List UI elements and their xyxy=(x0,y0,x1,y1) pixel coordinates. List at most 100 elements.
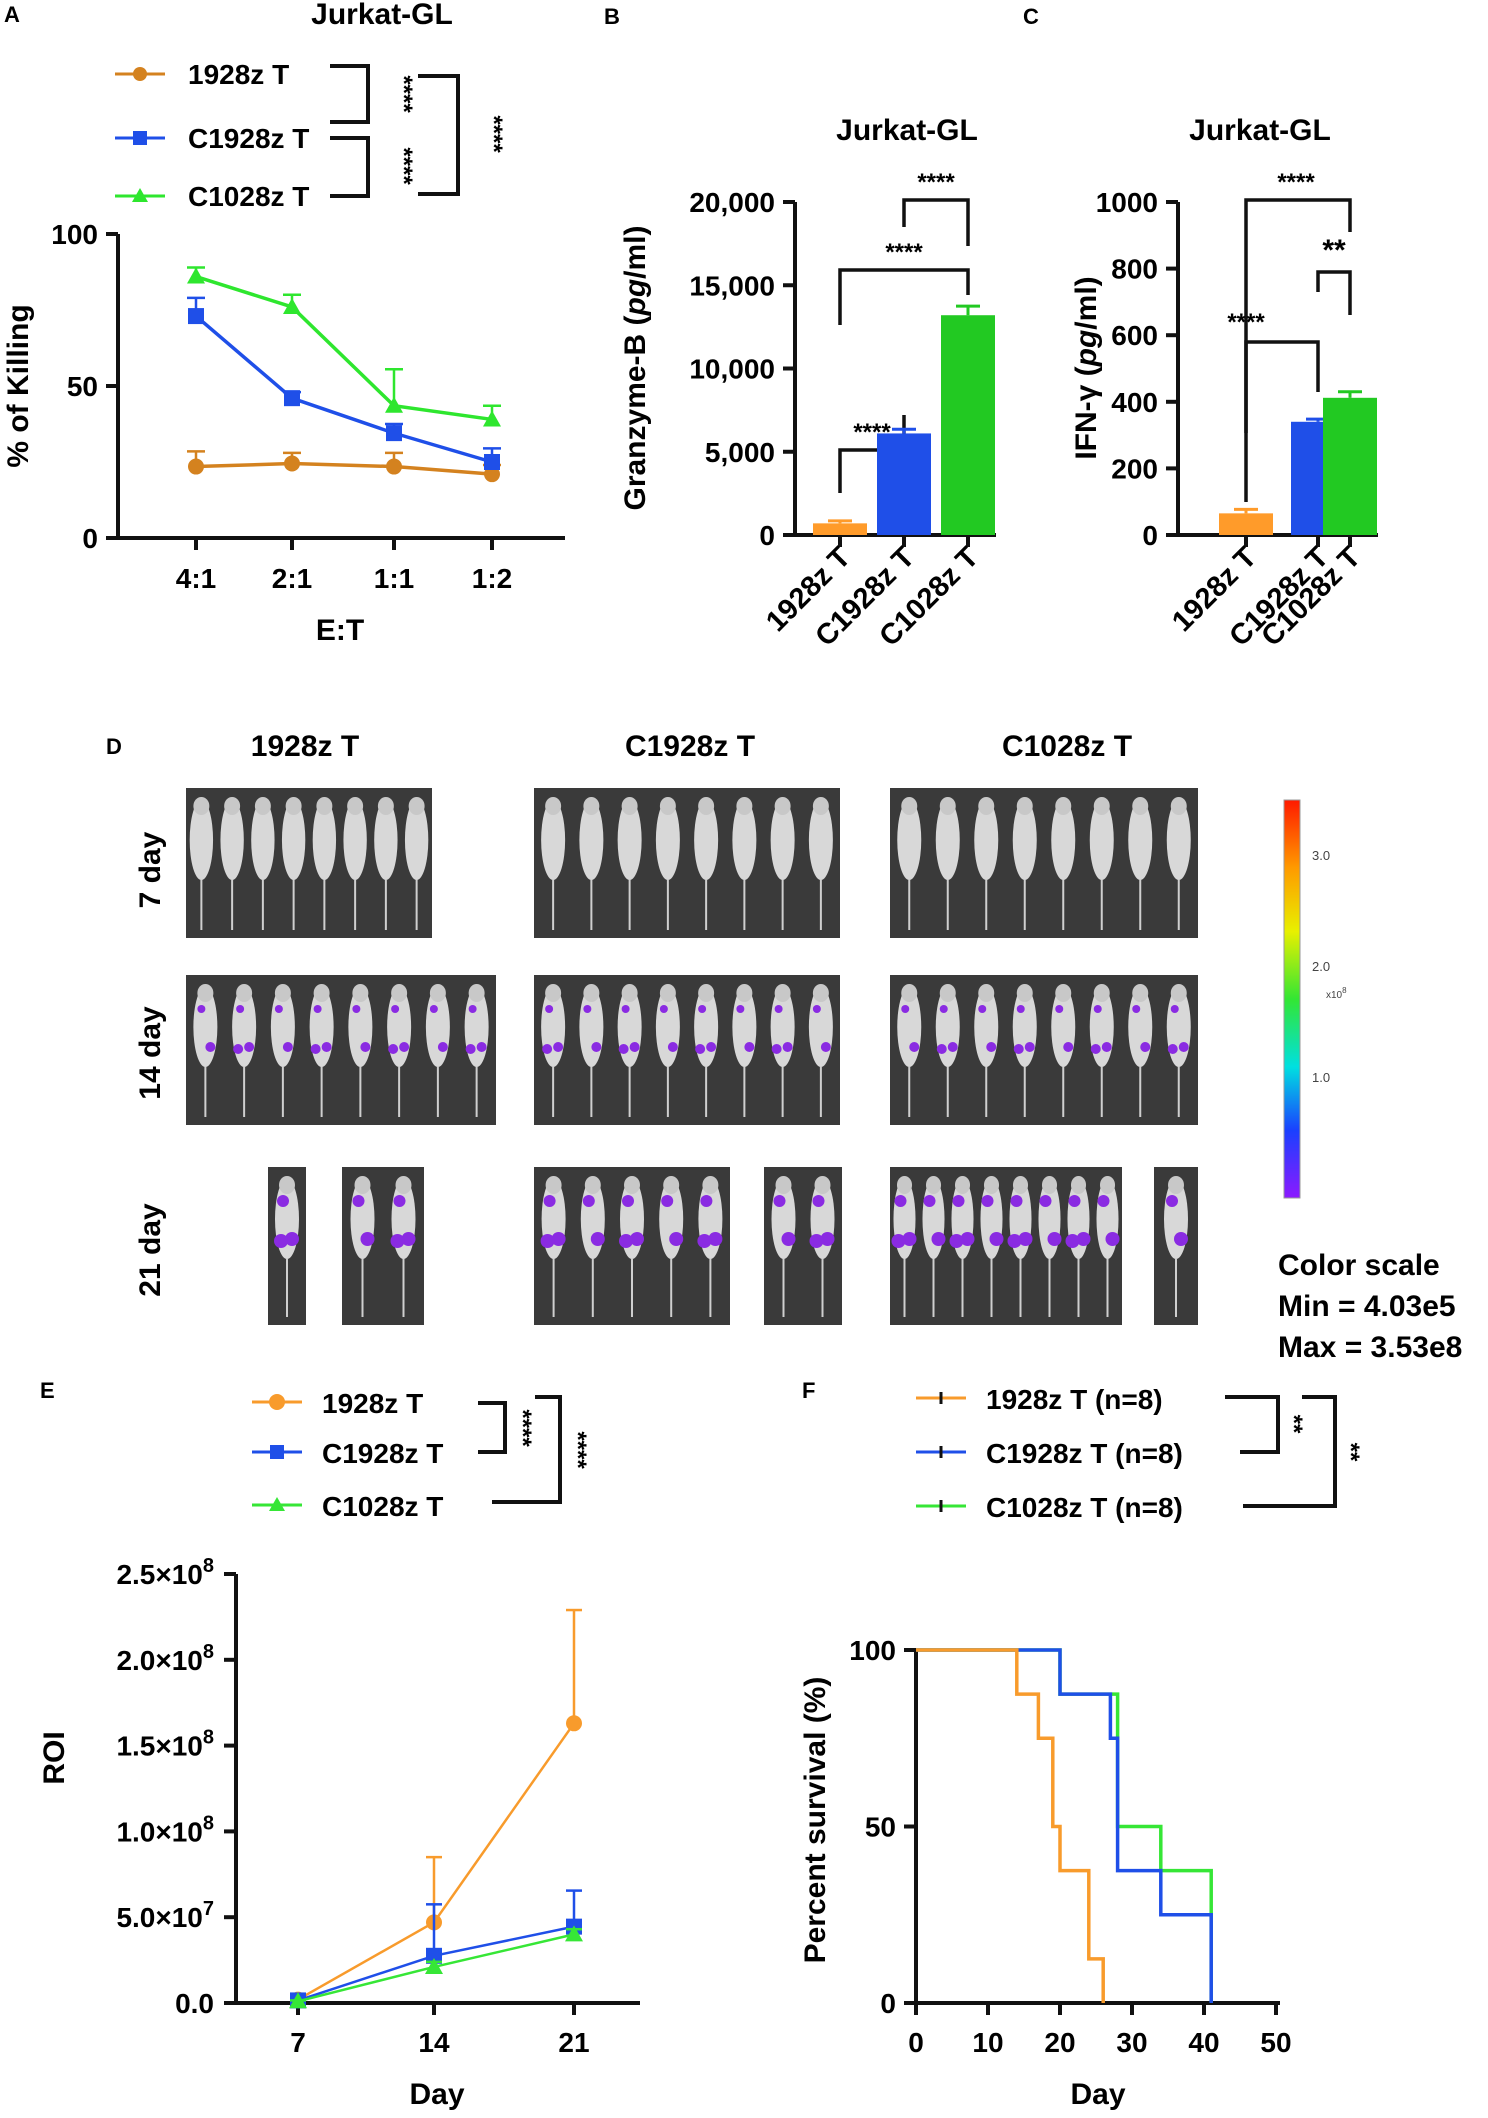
legend-label-f-c1028z: C1028z T (n=8) xyxy=(986,1492,1183,1523)
mouse-head xyxy=(978,797,995,815)
mouse-head xyxy=(313,984,330,1002)
day-label-7: 7 day xyxy=(134,831,167,908)
signal-spot xyxy=(244,1042,255,1052)
x-tick-label: 1:2 xyxy=(472,563,512,594)
mouse-head xyxy=(408,797,425,815)
signal-spot xyxy=(1178,1042,1189,1052)
mouse-head xyxy=(1132,797,1149,815)
signal-spot xyxy=(621,1005,630,1013)
data-point xyxy=(386,458,402,475)
y-tick-label: 800 xyxy=(1111,254,1158,285)
sig-e-2: **** xyxy=(564,1431,591,1469)
mouse-head xyxy=(896,1176,913,1194)
legend-label-1928z: 1928z T xyxy=(188,59,289,90)
panel-a-letter: A xyxy=(4,2,20,27)
panel-c-ylabel: IFN-γ (pg/ml) xyxy=(1070,276,1103,459)
signal-spot xyxy=(700,1195,713,1207)
legend-marker-e-c1928z xyxy=(270,1445,284,1459)
mouse-head xyxy=(1041,1176,1058,1194)
mouse-head xyxy=(1016,797,1033,815)
signal-spot xyxy=(591,1042,602,1052)
legend-label-c1028z: C1028z T xyxy=(188,181,309,212)
mouse-head xyxy=(702,1176,719,1194)
mouse-head xyxy=(391,984,408,1002)
mouse-body xyxy=(1128,800,1153,880)
signal-spot xyxy=(708,1232,723,1246)
panel-d-images xyxy=(186,788,1198,1325)
signal-spot xyxy=(1024,1042,1035,1052)
mouse-head xyxy=(775,1176,792,1194)
x-tick-label: 20 xyxy=(1044,2027,1075,2058)
signal-spot xyxy=(352,1195,365,1207)
data-point xyxy=(284,390,300,407)
mouse-head xyxy=(274,984,291,1002)
mouse-head xyxy=(236,984,253,1002)
signal-spot xyxy=(939,1005,948,1013)
signal-spot xyxy=(542,1044,553,1054)
legend-label-f-1928z: 1928z T (n=8) xyxy=(986,1384,1163,1415)
signal-spot xyxy=(393,1195,406,1207)
mouse-body xyxy=(1166,800,1191,880)
imaging-panel xyxy=(534,788,840,938)
mouse-head xyxy=(545,984,562,1002)
data-point xyxy=(188,458,204,475)
mouse-head xyxy=(663,1176,680,1194)
legend-marker-1928z xyxy=(133,67,147,81)
signal-spot xyxy=(1076,1232,1091,1246)
signal-spot xyxy=(923,1195,936,1207)
y-tick-label: 50 xyxy=(865,1812,896,1843)
bar xyxy=(941,315,995,535)
signal-spot xyxy=(630,1232,644,1246)
bar xyxy=(813,523,867,535)
imaging-panel xyxy=(890,1167,1122,1325)
y-tick-label: 15,000 xyxy=(689,270,775,301)
mouse-head xyxy=(983,1176,1000,1194)
mouse-body xyxy=(655,800,680,880)
legend-label-f-c1928z: C1928z T (n=8) xyxy=(986,1438,1183,1469)
mouse-head xyxy=(1070,1176,1087,1194)
signal-spot xyxy=(902,1232,917,1246)
panel-f-legend: 1928z T (n=8) C1928z T (n=8) C1028z T (n… xyxy=(916,1384,1364,1523)
mouse-head xyxy=(468,984,485,1002)
data-point xyxy=(289,1992,307,2009)
panel-b-title: Jurkat-GL xyxy=(836,114,978,147)
signal-spot xyxy=(698,1005,707,1013)
x-tick-label: 14 xyxy=(418,2027,450,2058)
signal-spot xyxy=(667,1042,678,1052)
signal-spot xyxy=(1132,1005,1141,1013)
x-tick-label: 2:1 xyxy=(272,563,312,594)
panel-b-ylabel: Granzyme-B (pg/ml) xyxy=(619,225,652,510)
panel-a-title: Jurkat-GL xyxy=(311,0,453,31)
signal-spot xyxy=(1093,1005,1102,1013)
mouse-head xyxy=(1093,984,1110,1002)
sig-c-2: ** xyxy=(1322,234,1346,267)
mouse-body xyxy=(374,800,398,880)
legend-label-c1928z: C1928z T xyxy=(188,123,309,154)
mouse-head xyxy=(352,984,369,1002)
mouse-head xyxy=(774,984,791,1002)
scale-unit: x108 xyxy=(1326,986,1347,1001)
signal-spot xyxy=(820,1232,835,1246)
panel-a-plot: 0 50 100 4:1 2:1 1:1 1:2 xyxy=(51,219,512,594)
panel-f-letter: F xyxy=(802,1378,815,1403)
mouse-body xyxy=(1051,800,1076,880)
signal-spot xyxy=(1105,1232,1120,1246)
data-point xyxy=(484,454,500,470)
imaging-panel xyxy=(890,975,1198,1125)
signal-spot xyxy=(952,1195,965,1207)
signal-spot xyxy=(629,1042,640,1052)
mouse-body xyxy=(251,800,275,880)
signal-spot xyxy=(468,1005,477,1013)
y-tick-label: 0 xyxy=(759,520,775,551)
signal-spot xyxy=(809,1234,824,1248)
y-tick-label: 100 xyxy=(849,1635,896,1666)
y-tick-label: 10,000 xyxy=(689,354,775,385)
panel-a-xlabel: E:T xyxy=(316,614,364,647)
signal-spot xyxy=(981,1195,994,1207)
signal-spot xyxy=(909,1042,920,1052)
panel-e-plot: 0.0 5.0×107 1.0×108 1.5×108 2.0×108 2.5×108 7 1… xyxy=(116,1555,589,2058)
signal-spot xyxy=(894,1195,907,1207)
mouse-head xyxy=(429,984,446,1002)
mouse-body xyxy=(189,800,214,880)
mouse-head xyxy=(698,984,715,1002)
